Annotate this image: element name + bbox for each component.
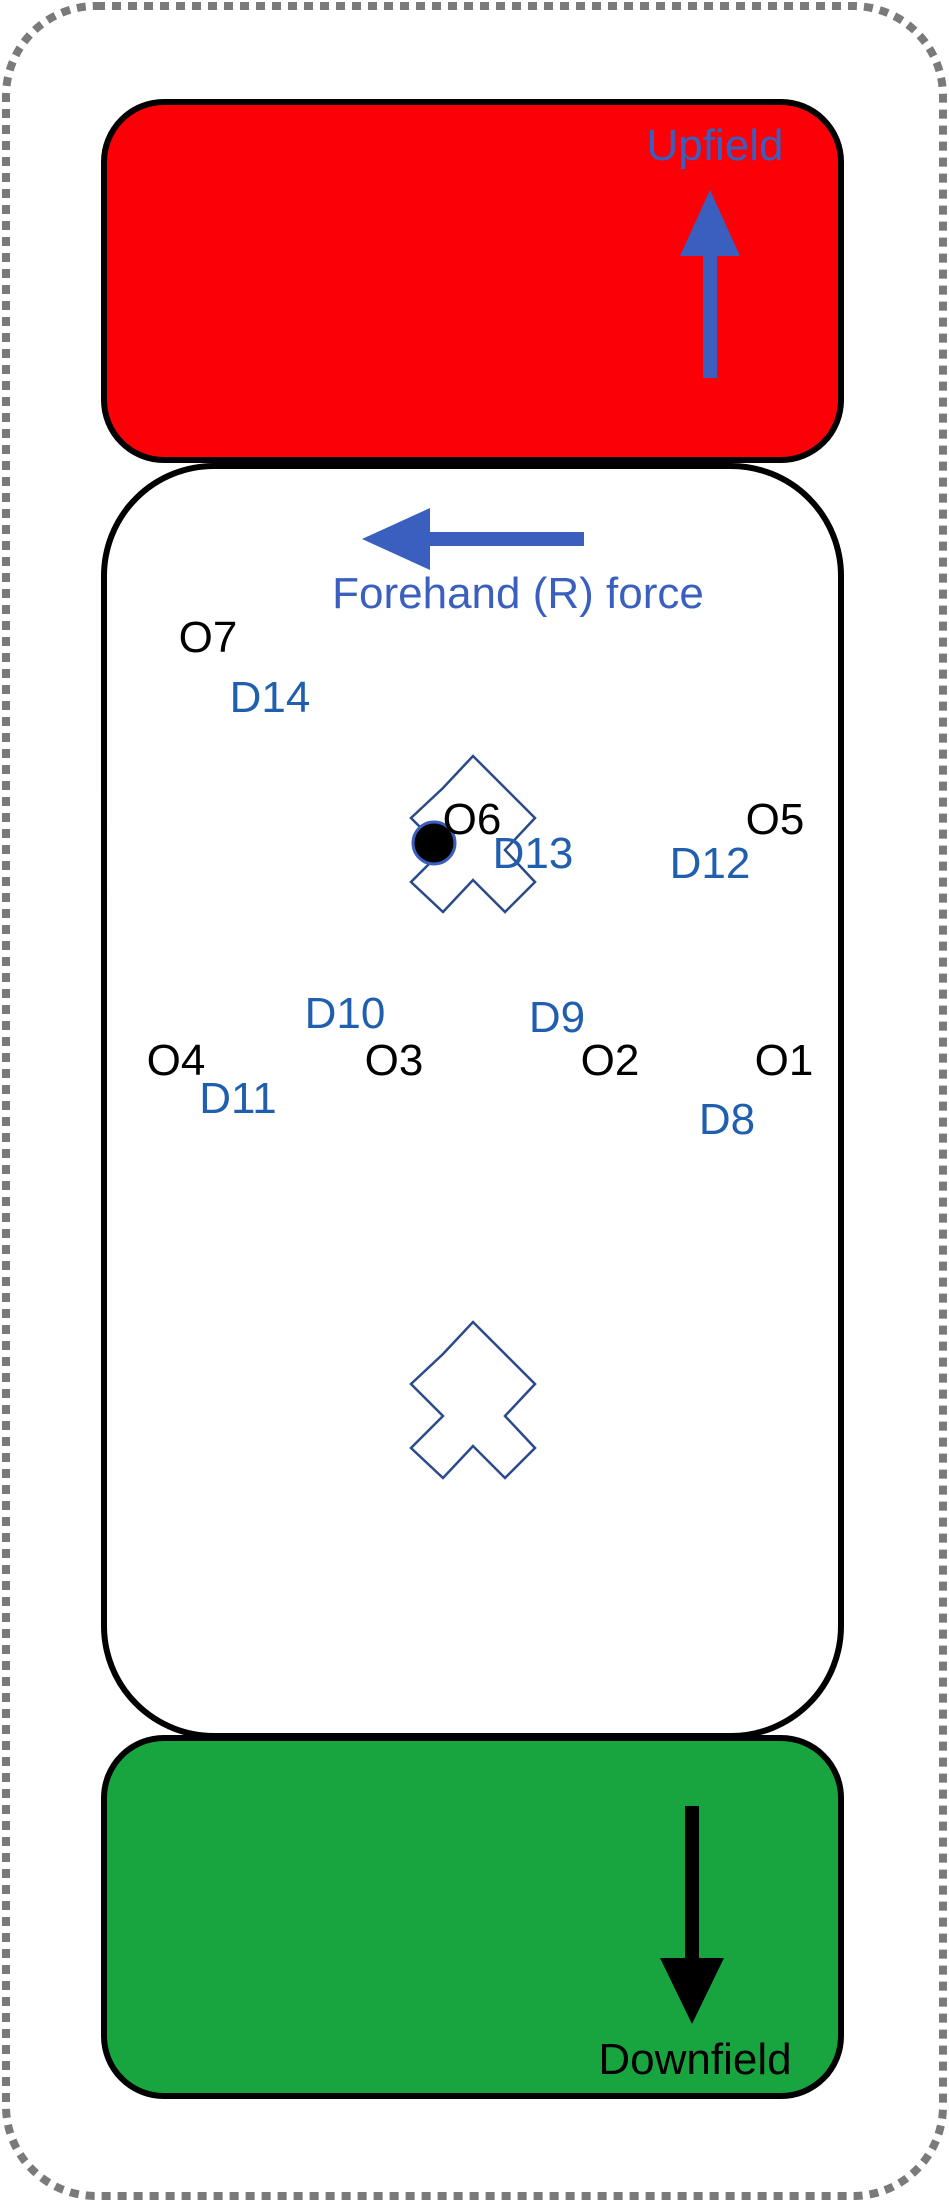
downfield-arrow-icon: [660, 1806, 724, 2024]
downfield-label: Downfield: [598, 2035, 791, 2084]
upfield-label: Upfield: [647, 121, 784, 170]
downfield-endzone: [101, 1735, 844, 2099]
defense-player-d11: D11: [199, 1074, 276, 1123]
force-arrow-icon: [362, 508, 584, 570]
cross-marker-icon: [409, 1320, 537, 1480]
defense-player-d10: D10: [305, 989, 386, 1038]
offense-player-o7: O7: [179, 613, 238, 662]
upfield-arrow-icon: [680, 190, 740, 378]
defense-player-d12: D12: [670, 839, 751, 888]
disc-icon: [411, 820, 457, 866]
offense-player-o4: O4: [147, 1036, 206, 1085]
cross-marker-icon: [409, 754, 537, 914]
offense-player-o2: O2: [581, 1036, 640, 1085]
defense-player-d13: D13: [493, 829, 574, 878]
offense-player-o3: O3: [365, 1036, 424, 1085]
force-label: Forehand (R) force: [332, 569, 704, 618]
defense-player-d14: D14: [230, 673, 311, 722]
upfield-endzone: [101, 99, 844, 463]
offense-player-o6: O6: [443, 795, 502, 844]
offense-player-o1: O1: [755, 1036, 814, 1085]
defense-player-d8: D8: [699, 1095, 755, 1144]
defense-player-d9: D9: [529, 993, 585, 1042]
offense-player-o5: O5: [746, 795, 805, 844]
